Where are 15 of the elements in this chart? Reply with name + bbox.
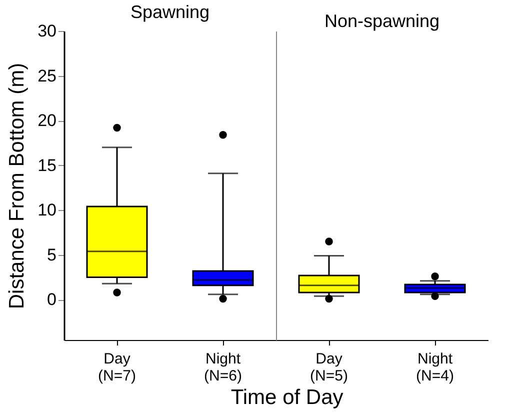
x-tick-label: Night (N=6) <box>204 350 242 384</box>
y-tick-label: 15 <box>38 156 56 175</box>
y-axis-title: Distance From Bottom (m) <box>6 62 29 310</box>
y-tick-label: 20 <box>38 111 56 130</box>
x-tick-label: Night (N=4) <box>416 350 454 384</box>
x-tick-label: Day (N=7) <box>98 350 136 384</box>
y-tick-label: 25 <box>38 66 56 86</box>
y-tick-label: 10 <box>38 200 56 220</box>
x-axis-title: Time of Day <box>230 386 344 409</box>
chart-title: Non-spawning <box>324 11 440 31</box>
y-tick-label: 5 <box>47 245 56 264</box>
x-tick-label: Day (N=5) <box>310 350 348 384</box>
y-tick-label: 0 <box>47 290 56 310</box>
y-tick-label: 30 <box>38 22 56 40</box>
chart-title: Spawning <box>130 2 210 22</box>
